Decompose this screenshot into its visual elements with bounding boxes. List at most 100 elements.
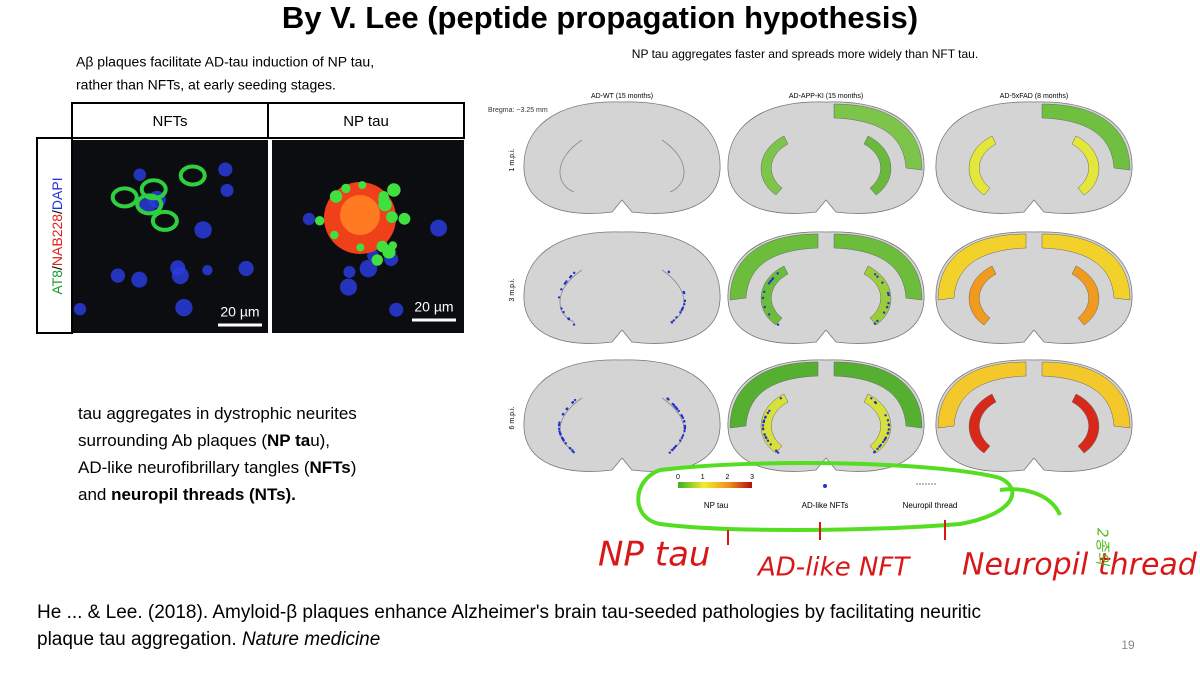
nucleus xyxy=(339,278,358,296)
nft-dot xyxy=(886,419,890,422)
brain xyxy=(523,231,721,344)
nft-dot xyxy=(881,281,884,284)
nft-dot xyxy=(766,439,770,442)
nft-dot xyxy=(573,398,577,402)
np-tau xyxy=(371,254,383,266)
nft-dot xyxy=(571,449,574,452)
handwriting: NP tau xyxy=(598,535,710,575)
column-label: NFTs xyxy=(153,113,188,130)
nft-dot xyxy=(560,436,564,440)
nft-dot xyxy=(767,313,771,316)
nucleus xyxy=(218,162,233,177)
nucleus xyxy=(220,183,234,197)
hippocampus xyxy=(968,393,997,454)
plaque-core xyxy=(340,195,380,235)
nft-dot xyxy=(681,416,685,420)
nft-dot xyxy=(683,299,687,302)
nft-dot xyxy=(572,271,576,275)
brain-outline xyxy=(559,139,685,193)
nft-dot xyxy=(878,445,881,448)
nft-dot xyxy=(673,446,676,449)
nucleus xyxy=(359,259,378,278)
column-title: AD-5xFAD (8 months) xyxy=(1000,93,1068,100)
nft-dot xyxy=(768,409,771,413)
np-tau xyxy=(398,212,411,225)
nft-dot xyxy=(675,316,678,319)
nft-cell xyxy=(110,186,139,209)
cortex xyxy=(833,103,923,171)
nft-cell xyxy=(139,178,168,201)
nucleus xyxy=(73,302,87,316)
nft-dot xyxy=(763,433,766,436)
nft-dot xyxy=(557,423,561,426)
description-segment: NFTs xyxy=(309,458,350,477)
nft-dot xyxy=(668,451,672,454)
hippocampus xyxy=(968,265,997,326)
stain: DAPI xyxy=(49,177,65,210)
nft-dot xyxy=(681,306,685,310)
micrograph xyxy=(73,140,268,333)
handwriting: Neuropil thread xyxy=(962,548,1198,583)
nft-dot xyxy=(560,307,563,310)
description-segment: ) xyxy=(351,458,357,477)
nft-dot xyxy=(887,423,891,426)
nucleus xyxy=(238,260,254,277)
cortex xyxy=(729,361,819,429)
nft-dot xyxy=(873,450,877,453)
np-tau xyxy=(315,216,325,226)
legend-label: AD-like NFTs xyxy=(802,501,849,510)
cortex xyxy=(937,361,1027,429)
description-segment: and xyxy=(78,485,111,504)
nft-dot xyxy=(769,280,772,283)
np-tau xyxy=(358,181,367,190)
scale-tick-label: 2 xyxy=(725,474,729,481)
citation-line: He ... & Lee. (2018). Amyloid-β plaques … xyxy=(37,602,981,623)
micrograph-cells xyxy=(73,162,448,317)
nft-dot xyxy=(680,436,684,439)
cortex xyxy=(937,233,1027,301)
nft-dot xyxy=(572,323,576,326)
legend-label: NP tau xyxy=(704,501,728,510)
legend-label: Neuropil thread xyxy=(903,501,958,510)
nucleus xyxy=(194,221,212,239)
column-title: AD-APP-KI (15 months) xyxy=(789,93,863,100)
annotation-circle xyxy=(636,461,1062,532)
nft-dot xyxy=(680,413,683,417)
description-segment: u), xyxy=(310,431,330,450)
nft-dot xyxy=(562,438,565,442)
nft-dot xyxy=(674,405,677,409)
nft-dot xyxy=(776,272,779,275)
nft-dot xyxy=(887,428,891,431)
np-tau xyxy=(356,243,365,252)
description-segment: AD-like neurofibrillary tangles ( xyxy=(78,458,310,477)
nft-dot xyxy=(667,270,671,274)
nft-dot xyxy=(562,412,565,416)
citation: He ... & Lee. (2018). Amyloid-β plaques … xyxy=(37,602,981,650)
nft-dot xyxy=(884,414,887,417)
nft-cell xyxy=(178,164,207,187)
brain-figure: AD-WT (15 months) AD-APP-KI (15 months) AD… xyxy=(509,93,1133,481)
bregma-label: Bregma: −3.25 mm xyxy=(488,107,548,114)
nft-dot xyxy=(881,440,885,444)
scale-tick-label: 3 xyxy=(750,474,754,481)
brain xyxy=(523,359,721,472)
nft-dot xyxy=(670,321,674,324)
nft-dot xyxy=(887,293,890,297)
cortex xyxy=(1041,103,1131,171)
np-tau xyxy=(378,197,392,212)
scale-bar-label: 20 µm xyxy=(414,299,453,315)
stain: NAB228 xyxy=(49,214,65,266)
nft-dot xyxy=(761,424,765,427)
scale-tick-label: 0 xyxy=(676,474,680,481)
nft-dot xyxy=(557,427,561,431)
hippocampus xyxy=(968,135,997,196)
nft-dot xyxy=(559,433,562,436)
cortex xyxy=(1041,361,1131,429)
nft-dot xyxy=(557,296,561,299)
nft-dot xyxy=(870,397,873,400)
stain-label: AT8/NAB228/DAPI xyxy=(49,177,65,294)
nft-dot xyxy=(682,291,686,294)
nft-dot xyxy=(672,404,676,407)
handwriting: AD-like NFT xyxy=(756,553,911,583)
